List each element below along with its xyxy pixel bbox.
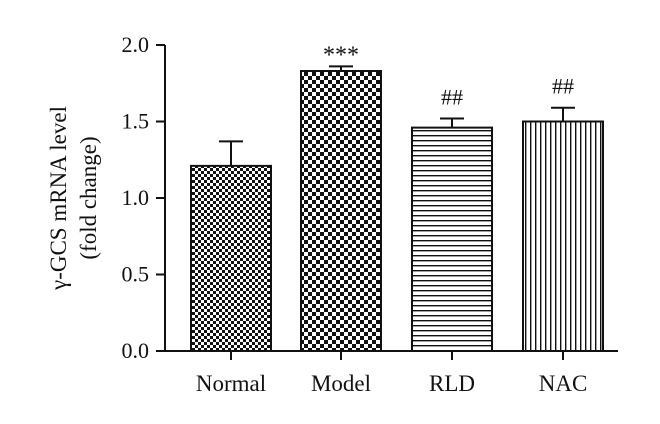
bar-nac — [522, 120, 604, 352]
y-tick-label: 2.0 — [122, 32, 150, 57]
bar-model — [300, 70, 382, 352]
bar-normal — [190, 164, 272, 352]
x-tick-label: NAC — [539, 371, 588, 396]
x-tick-label: RLD — [429, 371, 475, 396]
plot-area: 0.0 0.5 1.0 1.5 2.0 Normal Model *** RLD ## NAC ## — [122, 32, 618, 396]
significance-label: ## — [441, 84, 463, 109]
bar-rld — [411, 126, 493, 353]
y-axis-title-line1: γ-GCS mRNA level — [46, 106, 71, 291]
significance-label: ## — [552, 74, 574, 99]
x-tick-label: Normal — [196, 371, 266, 396]
y-tick-label: 1.0 — [122, 185, 150, 210]
y-tick-label: 0.5 — [122, 262, 150, 287]
y-tick-label: 0.0 — [122, 338, 150, 363]
y-axis-title: γ-GCS mRNA level (fold change) — [46, 106, 101, 291]
significance-label: *** — [323, 42, 359, 68]
y-tick-label: 1.5 — [122, 109, 150, 134]
x-tick-label: Model — [311, 371, 371, 396]
y-axis-title-line2: (fold change) — [76, 136, 101, 259]
